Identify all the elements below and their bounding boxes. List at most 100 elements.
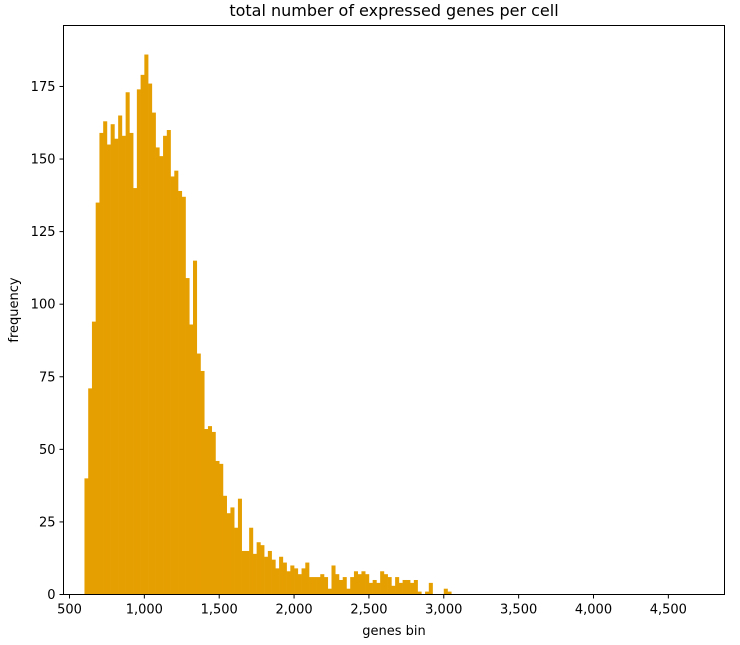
- histogram-bar: [148, 83, 153, 595]
- histogram-bar: [170, 176, 175, 595]
- histogram-bar: [84, 478, 89, 595]
- histogram-bar: [413, 579, 418, 595]
- x-axis-ticks: 500 1,000 1,500 2,000 2,500 3,000 3,500 4,000 4,…: [57, 594, 687, 618]
- histogram-bar: [267, 550, 272, 595]
- histogram-bar: [338, 579, 344, 595]
- histogram-bar: [166, 130, 171, 595]
- histogram-bar: [252, 553, 257, 595]
- histogram-bar: [181, 196, 186, 595]
- histogram-bar: [95, 202, 100, 595]
- histogram-bar: [121, 135, 126, 595]
- histogram-bar: [185, 278, 190, 595]
- histogram-bar: [301, 568, 306, 595]
- x-tick-label: 1,500: [201, 603, 238, 618]
- histogram-bar: [204, 429, 209, 595]
- histogram-bar: [331, 565, 336, 595]
- histogram-bar: [282, 562, 287, 595]
- histogram-bar: [133, 188, 138, 595]
- histogram-bar: [106, 144, 111, 595]
- y-tick-label: 0: [47, 588, 55, 603]
- histogram-bar: [372, 579, 377, 595]
- histogram-bar: [189, 324, 194, 595]
- histogram-bar: [159, 156, 164, 595]
- histogram-bar: [260, 545, 265, 595]
- histogram-bar: [125, 92, 130, 595]
- histogram-bar: [342, 577, 347, 595]
- histogram-bar: [129, 132, 134, 595]
- histogram-bar: [211, 431, 216, 595]
- histogram-bar: [406, 579, 411, 595]
- histogram-bar: [178, 190, 183, 595]
- histogram-bar: [196, 353, 201, 595]
- histogram-bar: [410, 582, 415, 595]
- histogram-bar: [309, 577, 314, 595]
- x-tick-label: 1,000: [126, 603, 163, 618]
- histogram-bar: [346, 588, 351, 595]
- histogram-bar: [193, 260, 198, 595]
- x-tick-label: 4,500: [650, 603, 687, 618]
- x-tick-label: 3,500: [500, 603, 537, 618]
- y-tick-label: 175: [31, 80, 56, 95]
- histogram-bar: [350, 577, 355, 595]
- histogram-bar: [207, 426, 213, 595]
- histogram-bar: [200, 370, 205, 595]
- histogram-bar: [443, 588, 448, 595]
- histogram-bar: [226, 513, 231, 595]
- histogram-bar: [163, 135, 168, 595]
- plot-frame: [63, 25, 725, 595]
- histogram-bar: [118, 115, 123, 595]
- y-axis-ticks: 0 25 50 75 100 125 150 175: [31, 80, 64, 603]
- histogram-bar: [245, 550, 250, 595]
- histogram-bar: [290, 565, 295, 595]
- histogram-bar: [230, 507, 235, 595]
- histogram-bar: [91, 321, 96, 595]
- histogram-bar: [114, 138, 119, 595]
- histogram-bar: [140, 74, 145, 595]
- histogram-bar: [103, 121, 108, 595]
- histogram-bar: [286, 571, 291, 595]
- y-axis-label: frequency: [7, 277, 22, 343]
- histogram-bar: [365, 574, 370, 595]
- y-tick-label: 75: [39, 370, 56, 385]
- y-tick-label: 125: [31, 225, 56, 240]
- histogram-bar: [312, 577, 317, 595]
- x-tick-label: 4,000: [575, 603, 612, 618]
- histogram-bar: [241, 550, 246, 595]
- histogram-bar: [305, 562, 310, 595]
- histogram-bar: [110, 124, 115, 595]
- histogram-bar: [136, 89, 141, 595]
- histogram-bar: [327, 588, 332, 595]
- histogram-bar: [174, 170, 179, 595]
- histogram-bar: [335, 574, 340, 595]
- y-tick-label: 100: [31, 298, 56, 313]
- histogram-bar: [297, 574, 302, 595]
- histogram-bar: [398, 582, 403, 595]
- histogram-bar: [391, 585, 396, 595]
- histogram-bar: [380, 571, 385, 595]
- histogram-bar: [402, 579, 407, 595]
- histogram-bar: [144, 54, 149, 595]
- histogram-bar: [222, 495, 227, 595]
- histogram-bar: [237, 498, 242, 595]
- histogram-bar: [447, 591, 452, 595]
- x-tick-label: 500: [57, 603, 82, 618]
- histogram-bar: [376, 582, 381, 595]
- histogram-bar: [155, 147, 160, 595]
- histogram-bar: [316, 577, 321, 595]
- histogram-bar: [88, 388, 93, 595]
- y-tick-label: 25: [39, 515, 56, 530]
- histogram-bar: [361, 571, 366, 595]
- histogram-bar: [275, 568, 280, 595]
- histogram-bar: [425, 591, 430, 595]
- histogram-bar: [428, 582, 433, 595]
- histogram-bar: [320, 574, 325, 595]
- histogram-bar: [264, 556, 269, 595]
- histogram-bar: [215, 460, 220, 595]
- histogram-bar: [279, 556, 284, 595]
- bars-group: [84, 54, 452, 595]
- histogram-bar: [234, 527, 239, 595]
- histogram-bar: [256, 542, 261, 595]
- histogram-bar: [357, 574, 362, 595]
- x-tick-label: 3,000: [425, 603, 462, 618]
